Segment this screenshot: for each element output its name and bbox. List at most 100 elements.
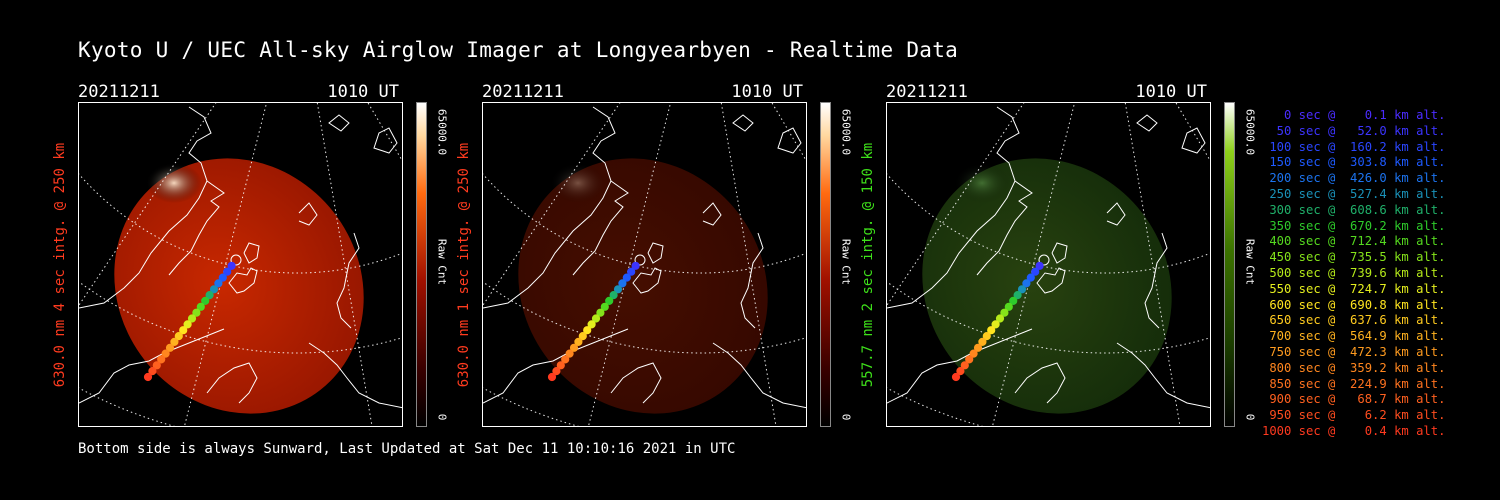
trajectory-point [631,261,640,270]
allsky-image [482,102,807,427]
trajectory-point [587,320,596,329]
trajectory-point [556,361,565,370]
trajectory-point [209,285,219,294]
panel-date: 20211211 [78,82,160,102]
coastlines [887,106,1210,409]
geo-grid [483,103,806,426]
panel-time: 1010 UT [327,82,399,102]
allsky-image [886,102,1211,427]
legend-entry: 550 sec @ 724.7 km alt. [1262,281,1446,296]
rocket-trajectory [951,254,1050,382]
trajectory-point [148,367,157,376]
trajectory-point [578,332,587,341]
trajectory-point [214,279,223,288]
trajectory-point [192,308,201,317]
trajectory-point [196,302,205,311]
trajectory-point [583,326,592,335]
trajectory-point [223,267,232,276]
trajectory-legend: 0 sec @ 0.1 km alt. 50 sec @ 52.0 km alt… [1262,108,1446,440]
legend-entry: 800 sec @ 359.2 km alt. [1262,360,1446,375]
trajectory-point [987,326,996,335]
legend-entry: 150 sec @ 303.8 km alt. [1262,155,1446,170]
allsky-image [78,102,403,427]
legend-entry: 900 sec @ 68.7 km alt. [1262,392,1446,407]
trajectory-point [165,343,175,352]
legend-entry: 750 sec @ 472.3 km alt. [1262,344,1446,359]
trajectory-point [1017,285,1027,294]
trajectory-point [613,285,623,294]
colorbar [1224,102,1235,427]
trajectory-point [569,343,579,352]
legend-entry: 250 sec @ 527.4 km alt. [1262,186,1446,201]
trajectory-point [1000,308,1009,317]
trajectory-point [547,372,557,382]
legend-entry: 0 sec @ 0.1 km alt. [1262,108,1446,122]
allsky-map [887,103,1210,426]
trajectory-point [605,296,614,305]
trajectory-point [600,302,609,311]
trajectory-point [574,337,583,346]
trajectory-point [227,261,236,270]
legend-entry: 700 sec @ 564.9 km alt. [1262,329,1446,344]
colorbar [820,102,831,427]
imager-panel-2: 20211211 1010 UT 630.0 nm 1 sec intg. @ … [456,82,853,432]
trajectory-point [982,332,991,341]
panel-side-label: 630.0 nm 4 sec intg. @ 250 km [52,142,68,387]
trajectory-point [951,372,961,382]
imager-panel-1: 20211211 1010 UT 630.0 nm 4 sec intg. @ … [52,82,449,432]
trajectory-point [218,273,227,282]
trajectory-point [618,279,627,288]
trajectory-point [965,355,974,364]
trajectory-point [1031,267,1040,276]
colorbar-unit: Raw Cnt [1243,238,1257,286]
legend-entry: 400 sec @ 712.4 km alt. [1262,234,1446,249]
trajectory-point [995,314,1005,323]
panel-side-label: 557.7 nm 2 sec intg. @ 150 km [860,142,876,387]
trajectory-point [1009,296,1018,305]
trajectory-point [1038,254,1050,266]
trajectory-point [157,355,166,364]
panel-wavelength-label: 630.0 nm 4 sec intg. @ 250 km [42,102,78,427]
legend-entry: 850 sec @ 224.9 km alt. [1262,376,1446,391]
geo-grid [887,103,1210,426]
rocket-trajectory [143,254,242,382]
trajectory-point [187,314,197,323]
colorbar-max: 65000.0 [1243,108,1257,156]
airglow-disk [114,158,364,414]
trajectory-point [596,308,605,317]
trajectory-point [634,254,646,266]
trajectory-point [143,372,153,382]
panel-wavelength-label: 557.7 nm 2 sec intg. @ 150 km [850,102,886,427]
airglow-disk [922,158,1172,414]
panel-side-label: 630.0 nm 1 sec intg. @ 250 km [456,142,472,387]
trajectory-point [978,337,987,346]
trajectory-point [179,326,188,335]
trajectory-point [561,355,570,364]
geo-grid [79,103,402,426]
airglow-disk [518,158,768,414]
trajectory-point [170,337,179,346]
legend-entry: 350 sec @ 670.2 km alt. [1262,218,1446,233]
panel-wavelength-label: 630.0 nm 1 sec intg. @ 250 km [446,102,482,427]
trajectory-point [622,273,631,282]
trajectory-point [1004,302,1013,311]
colorbar-min: 0 [1243,413,1257,421]
trajectory-point [152,361,161,370]
panel-time: 1010 UT [1135,82,1207,102]
legend-entry: 500 sec @ 739.6 km alt. [1262,265,1446,280]
trajectory-point [591,314,601,323]
trajectory-point [565,349,574,358]
trajectory-point [174,332,183,341]
trajectory-point [969,349,978,358]
allsky-map [79,103,402,426]
rocket-trajectory [547,254,646,382]
panel-date: 20211211 [886,82,968,102]
trajectory-point [1022,279,1031,288]
imager-panel-3: 20211211 1010 UT 557.7 nm 2 sec intg. @ … [860,82,1257,432]
trajectory-point [205,291,214,300]
legend-entry: 600 sec @ 690.8 km alt. [1262,297,1446,312]
legend-entry: 950 sec @ 6.2 km alt. [1262,408,1446,423]
panel-date: 20211211 [482,82,564,102]
legend-entry: 50 sec @ 52.0 km alt. [1262,123,1446,138]
trajectory-point [1026,273,1035,282]
